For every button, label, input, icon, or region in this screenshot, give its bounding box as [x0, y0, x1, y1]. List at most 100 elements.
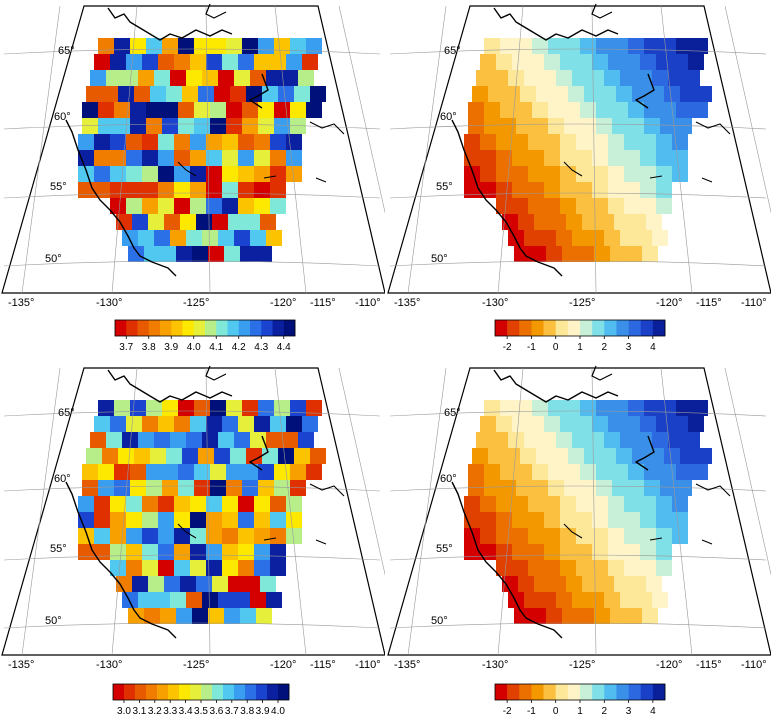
grid-cell: [644, 102, 660, 118]
lon-label: -125°: [569, 297, 595, 309]
colorbar-label: -1: [527, 706, 536, 717]
grid-cell: [286, 54, 302, 70]
grid-cell: [512, 166, 528, 182]
colorbar-segment: [113, 684, 125, 700]
grid-cell: [250, 592, 266, 608]
grid-cell: [226, 38, 242, 54]
grid-cell: [532, 480, 548, 496]
lon-label: -130°: [96, 297, 122, 309]
grid-cell: [512, 512, 528, 528]
lat-label: 60°: [440, 473, 457, 485]
grid-cell: [274, 464, 290, 480]
colorbar-segment: [604, 320, 617, 336]
lon-label: -135°: [394, 297, 420, 309]
grid-cell: [110, 544, 126, 560]
grid-cell: [196, 214, 212, 230]
grid-cell: [528, 150, 544, 166]
grid-cell: [126, 134, 142, 150]
grid-cell: [566, 576, 582, 592]
grid-cell: [572, 592, 588, 608]
colorbar-label: 0: [553, 342, 559, 353]
grid-cell: [270, 198, 286, 214]
grid-cell: [142, 198, 158, 214]
grid-cell: [644, 118, 660, 134]
grid-cell: [130, 38, 146, 54]
lon-label: -115°: [310, 659, 336, 671]
grid-cell: [110, 416, 126, 432]
grid-cell: [624, 560, 640, 576]
grid-cell: [502, 214, 518, 230]
lat-label: 50°: [431, 615, 448, 627]
colorbar-segment: [227, 320, 240, 336]
grid-cell: [114, 464, 130, 480]
grid-cell: [592, 182, 608, 198]
grid-cell: [496, 198, 512, 214]
grid-cell: [222, 54, 238, 70]
grid-cell: [548, 400, 564, 416]
grid-cell: [206, 166, 222, 182]
grid-cell: [110, 166, 126, 182]
grid-cell: [78, 134, 94, 150]
colorbar-segment: [201, 684, 213, 700]
grid-cell: [212, 214, 228, 230]
lat-line-60: [3, 123, 381, 130]
grid-cell: [190, 182, 206, 198]
colorbar-label: 4.1: [209, 342, 223, 353]
grid-cell: [608, 166, 624, 182]
colorbar-segment: [272, 320, 285, 336]
grid-cell: [302, 54, 318, 70]
grid-cell: [656, 416, 672, 432]
grid-cell: [530, 608, 546, 624]
grid-cell: [552, 86, 568, 102]
grid-cell: [628, 480, 644, 496]
grid-cell: [500, 38, 516, 54]
grid-cell: [660, 400, 676, 416]
colorbar-segment: [171, 320, 183, 336]
grid-cell: [260, 214, 276, 230]
colorbar-segment: [157, 684, 169, 700]
grid-cell: [78, 166, 94, 182]
grid-cell: [178, 464, 194, 480]
coastline: [65, 369, 269, 639]
grid-cell: [664, 448, 680, 464]
grid-cell: [290, 464, 306, 480]
grid-cell: [684, 70, 700, 86]
grid-cell: [146, 118, 162, 134]
grid-cell: [696, 86, 712, 102]
lon-line: [205, 367, 211, 656]
grid-cell: [624, 528, 640, 544]
grid-cell: [656, 560, 672, 576]
grid-cell: [114, 38, 130, 54]
map-panel-bottom-right: 65° 60° 55° 50° -135° -130° -125° -120° -115° -11…: [387, 365, 771, 671]
grid-cell: [78, 182, 94, 198]
grid-cell: [528, 416, 544, 432]
grid-cell: [82, 480, 98, 496]
grid-cell: [250, 230, 266, 246]
grid-cell: [306, 102, 322, 118]
grid-cell: [286, 528, 302, 544]
lon-label: -135°: [394, 659, 420, 671]
grid-cell: [222, 198, 238, 214]
grid-cell: [640, 150, 656, 166]
grid-cell: [604, 432, 620, 448]
grid-cell: [180, 576, 196, 592]
grid-cell: [198, 448, 214, 464]
grid-cell: [480, 150, 496, 166]
grid-cell: [544, 496, 560, 512]
grid-cell: [464, 166, 480, 182]
grid-cell: [556, 432, 572, 448]
grid-cell: [186, 432, 202, 448]
grid-cell: [636, 230, 652, 246]
grid-cell: [512, 560, 528, 576]
grid-cells: [78, 38, 326, 262]
grid-cell: [644, 38, 660, 54]
colorbar-segment: [507, 684, 520, 700]
colorbar-segment: [543, 684, 557, 700]
colorbar-segment: [115, 320, 127, 336]
colorbar-segment: [531, 684, 544, 700]
grid-cell: [484, 464, 500, 480]
grid-cell: [560, 54, 576, 70]
grid-cell: [238, 134, 254, 150]
grid-cell: [206, 544, 222, 560]
grid-cell: [566, 214, 582, 230]
